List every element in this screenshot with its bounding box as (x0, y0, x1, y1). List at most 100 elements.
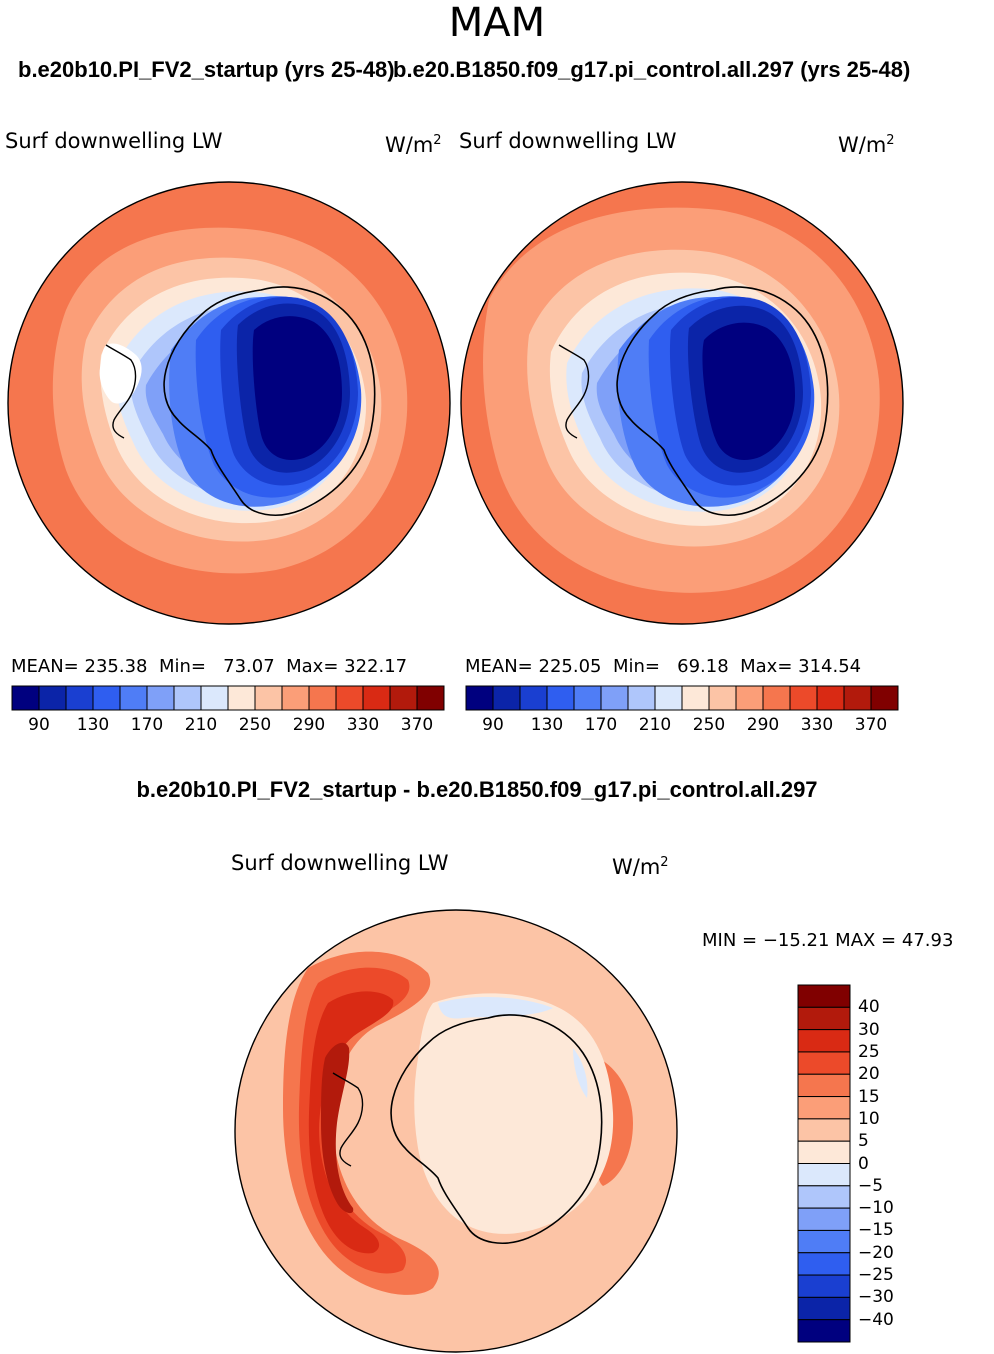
left-colorbar-swatch (281, 685, 310, 711)
left-colorbar-swatch (335, 685, 364, 711)
difference-colorbar-swatch (797, 1252, 851, 1276)
difference-colorbar-tick-label: −30 (858, 1287, 894, 1308)
right-colorbar-swatch (870, 685, 899, 711)
left-colorbar-swatch (227, 685, 256, 711)
right-case-title: b.e20.B1850.f09_g17.pi_control.all.297 (… (393, 57, 911, 82)
difference-colorbar-swatch (797, 1185, 851, 1209)
left-colorbar-swatch (38, 685, 67, 711)
diff-minmax: MIN = −15.21 MAX = 47.93 (702, 930, 954, 951)
right-colorbar-swatch (519, 685, 548, 711)
right-colorbar-swatch (627, 685, 656, 711)
right-colorbar-swatch (600, 685, 629, 711)
difference-colorbar-tick-label: −5 (858, 1175, 884, 1196)
left-colorbar-swatch (65, 685, 94, 711)
right-colorbar-swatch (681, 685, 710, 711)
difference-colorbar-swatch (797, 1096, 851, 1120)
right-colorbar-tick-label: 250 (692, 715, 726, 735)
right-colorbar-tick-label: 90 (482, 715, 504, 735)
difference-colorbar-tick-label: 10 (858, 1108, 880, 1129)
left-colorbar-swatch (389, 685, 418, 711)
difference-colorbar-swatch (797, 1319, 851, 1343)
right-max: 314.54 (798, 656, 862, 677)
right-colorbar-swatch (546, 685, 575, 711)
right-variable-label: Surf downwelling LW (459, 129, 677, 153)
left-stats: MEAN= 235.38 Min= 73.07 Max= 322.17 (11, 656, 408, 677)
difference-colorbar-tick-label: 20 (858, 1064, 880, 1085)
difference-colorbar-swatch (797, 1296, 851, 1321)
difference-colorbar-tick-label: 0 (858, 1153, 869, 1174)
right-units: W/m2 (838, 133, 895, 157)
left-colorbar-swatch (173, 685, 202, 711)
left-max: 322.17 (344, 656, 408, 677)
left-colorbar-swatch (362, 685, 391, 711)
right-colorbar-swatch (843, 685, 872, 711)
left-colorbar-swatch (92, 685, 121, 711)
difference-colorbar-tick-label: 30 (858, 1019, 880, 1040)
right-colorbar-swatch (654, 685, 683, 711)
difference-colorbar-tick-label: −20 (858, 1242, 894, 1263)
right-colorbar-tick-label: 370 (854, 715, 888, 735)
right-colorbar-swatch (465, 685, 494, 711)
difference-colorbar-swatch (797, 1051, 851, 1075)
diff-units: W/m2 (612, 855, 669, 879)
difference-colorbar-swatch (797, 1029, 851, 1053)
right-polar-map (460, 181, 904, 625)
difference-colorbar-tick-label: 25 (858, 1041, 880, 1062)
right-colorbar-swatch (762, 685, 791, 711)
left-colorbar-swatch (119, 685, 148, 711)
difference-colorbar-swatch (797, 984, 851, 1008)
left-colorbar-swatch (200, 685, 229, 711)
difference-colorbar-swatch (797, 1140, 851, 1164)
left-colorbar (11, 685, 445, 711)
difference-colorbar-swatch (797, 1118, 851, 1142)
difference-colorbar-tick-label: 15 (858, 1086, 880, 1107)
right-colorbar-tick-label: 290 (746, 715, 780, 735)
left-variable-label: Surf downwelling LW (5, 129, 223, 153)
left-min: 73.07 (223, 656, 275, 677)
difference-colorbar-swatch (797, 1229, 851, 1254)
left-colorbar-tick-label: 330 (346, 715, 380, 735)
right-colorbar-tick-label: 210 (638, 715, 672, 735)
left-colorbar-tick-label: 130 (76, 715, 110, 735)
difference-colorbar-swatch (797, 1006, 851, 1031)
right-colorbar-swatch (708, 685, 737, 711)
left-mean: 235.38 (84, 656, 148, 677)
left-case-title: b.e20b10.PI_FV2_startup (yrs 25-48) (18, 57, 395, 82)
difference-colorbar-tick-label: −15 (858, 1220, 894, 1241)
right-colorbar-swatch (492, 685, 521, 711)
difference-colorbar-swatch (797, 1274, 851, 1298)
difference-polar-map (234, 909, 678, 1353)
left-units: W/m2 (385, 133, 442, 157)
difference-colorbar-swatch (797, 1207, 851, 1231)
difference-colorbar-tick-label: −40 (858, 1309, 894, 1330)
left-colorbar-swatch (146, 685, 175, 711)
left-colorbar-tick-label: 290 (292, 715, 326, 735)
right-colorbar-swatch (573, 685, 602, 711)
right-colorbar (465, 685, 899, 711)
right-min: 69.18 (677, 656, 729, 677)
right-mean: 225.05 (538, 656, 602, 677)
left-colorbar-tick-label: 90 (28, 715, 50, 735)
difference-title: b.e20b10.PI_FV2_startup - b.e20.B1850.f0… (136, 777, 818, 802)
difference-colorbar-swatch (797, 1163, 851, 1187)
difference-colorbar (797, 984, 851, 1343)
left-colorbar-tick-label: 250 (238, 715, 272, 735)
left-polar-map (7, 181, 451, 625)
right-colorbar-swatch (789, 685, 818, 711)
diff-variable-label: Surf downwelling LW (231, 851, 449, 875)
left-colorbar-tick-label: 370 (400, 715, 434, 735)
left-colorbar-swatch (308, 685, 337, 711)
left-colorbar-swatch (416, 685, 445, 711)
difference-colorbar-tick-label: −10 (858, 1198, 894, 1219)
difference-colorbar-tick-label: 5 (858, 1131, 869, 1152)
left-colorbar-tick-label: 210 (184, 715, 218, 735)
difference-colorbar-tick-label: 40 (858, 997, 880, 1018)
difference-colorbar-swatch (797, 1073, 851, 1098)
difference-colorbar-tick-label: −25 (858, 1265, 894, 1286)
right-colorbar-tick-label: 130 (530, 715, 564, 735)
right-colorbar-swatch (816, 685, 845, 711)
left-colorbar-swatch (11, 685, 40, 711)
left-colorbar-swatch (254, 685, 283, 711)
right-colorbar-tick-label: 170 (584, 715, 618, 735)
right-stats: MEAN= 225.05 Min= 69.18 Max= 314.54 (465, 656, 862, 677)
